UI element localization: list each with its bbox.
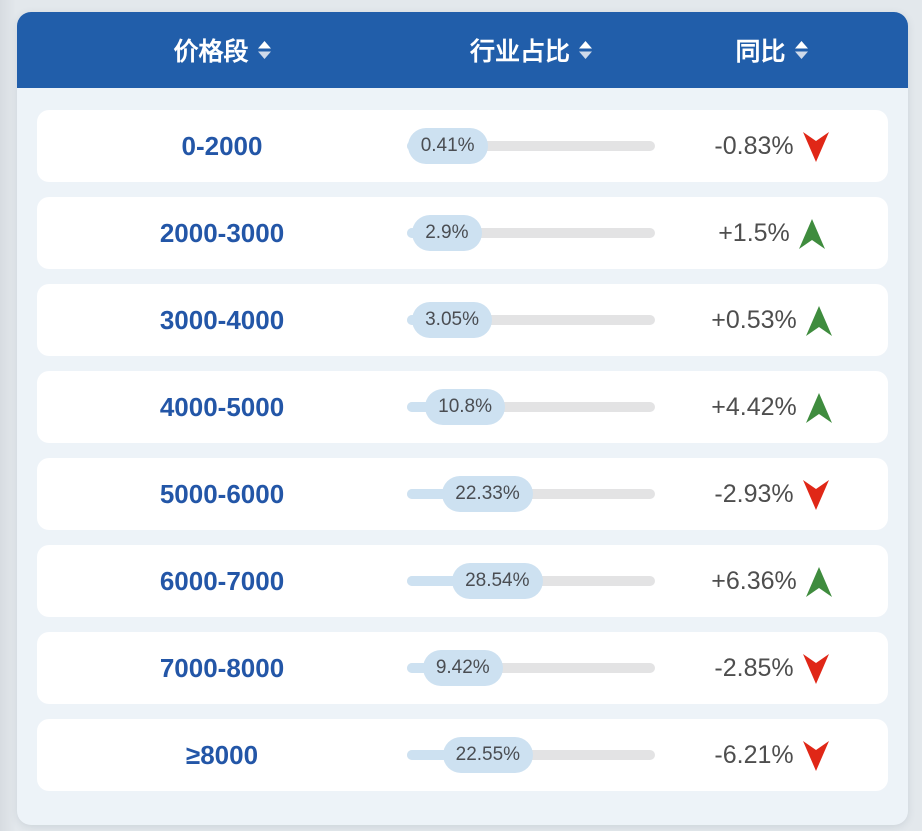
price-range-label: 2000-3000 <box>159 217 285 248</box>
price-range-label: 6000-7000 <box>159 565 285 596</box>
column-header-yoy-label: 同比 <box>735 38 786 66</box>
column-header-price-range[interactable]: 价格段 <box>37 32 407 68</box>
trend-up-icon <box>805 566 832 597</box>
column-header-yoy[interactable]: 同比 <box>655 32 888 68</box>
table-row: 7000-8000 9.42% -2.85% <box>37 632 888 704</box>
slider-track <box>407 228 655 238</box>
industry-share-cell: 9.42% <box>407 650 655 686</box>
industry-share-cell: 28.54% <box>407 563 655 599</box>
price-range-label: 7000-8000 <box>159 652 285 683</box>
industry-share-cell: 0.41% <box>407 128 655 164</box>
industry-share-slider[interactable]: 10.8% <box>407 389 655 425</box>
trend-down-icon <box>802 479 829 510</box>
slider-track <box>407 315 655 325</box>
table-row: 0-2000 0.41% -0.83% <box>37 110 888 182</box>
yoy-change-value: -2.85% <box>714 653 794 682</box>
trend-down-icon <box>802 131 829 162</box>
share-value-label: 10.8% <box>438 396 493 417</box>
industry-share-slider[interactable]: 28.54% <box>407 563 655 599</box>
yoy-change-cell: +1.5% <box>655 218 888 249</box>
price-range-label: 4000-5000 <box>159 391 285 422</box>
share-value-pill: 3.05% <box>412 302 492 338</box>
share-value-label: 3.05% <box>425 309 479 330</box>
table-body: 0-2000 0.41% -0.83% 2000-3000 <box>17 88 908 791</box>
share-value-pill: 22.55% <box>442 737 534 773</box>
sort-icon[interactable] <box>257 41 271 59</box>
share-value-pill: 9.42% <box>422 650 503 686</box>
yoy-change-cell: -2.85% <box>655 653 888 684</box>
yoy-change-value: +6.36% <box>711 566 797 595</box>
industry-share-slider[interactable]: 0.41% <box>407 128 655 164</box>
share-value-label: 28.54% <box>465 570 530 591</box>
table-row: 4000-5000 10.8% +4.42% <box>37 371 888 443</box>
price-range-label: 3000-4000 <box>159 304 285 335</box>
industry-share-slider[interactable]: 3.05% <box>407 302 655 338</box>
column-header-price-range-label: 价格段 <box>173 38 249 66</box>
industry-share-cell: 22.33% <box>407 476 655 512</box>
share-value-label: 22.55% <box>455 744 521 765</box>
yoy-change-value: +1.5% <box>718 218 790 247</box>
yoy-change-value: +4.42% <box>711 392 797 421</box>
industry-share-slider[interactable]: 9.42% <box>407 650 655 686</box>
price-range-label: 0-2000 <box>181 130 263 161</box>
slider-track <box>407 141 655 151</box>
industry-share-slider[interactable]: 2.9% <box>407 215 655 251</box>
industry-share-cell: 3.05% <box>407 302 655 338</box>
price-range-cell: 3000-4000 <box>37 305 407 336</box>
share-value-label: 0.41% <box>420 135 475 156</box>
price-range-cell: 0-2000 <box>37 131 407 162</box>
yoy-change-value: -0.83% <box>714 131 794 160</box>
sort-icon[interactable] <box>794 41 808 59</box>
yoy-change-value: -2.93% <box>714 479 794 508</box>
trend-up-icon <box>805 392 832 423</box>
share-value-pill: 2.9% <box>412 215 482 251</box>
share-value-pill: 10.8% <box>425 389 506 425</box>
column-header-industry-share[interactable]: 行业占比 <box>407 32 655 68</box>
yoy-change-cell: -6.21% <box>655 740 888 771</box>
price-segment-table-panel: 价格段 行业占比 同比 0-2000 <box>17 12 908 825</box>
trend-up-icon <box>805 305 832 336</box>
share-value-label: 22.33% <box>455 483 520 504</box>
yoy-change-cell: +4.42% <box>655 392 888 423</box>
share-value-pill: 22.33% <box>442 476 533 512</box>
industry-share-cell: 2.9% <box>407 215 655 251</box>
share-value-label: 9.42% <box>435 657 490 678</box>
yoy-change-cell: +0.53% <box>655 305 888 336</box>
price-range-cell: 7000-8000 <box>37 653 407 684</box>
slider-track <box>407 663 655 673</box>
table-row: ≥8000 22.55% -6.21% <box>37 719 888 791</box>
share-value-label: 2.9% <box>425 222 469 243</box>
industry-share-cell: 22.55% <box>407 737 655 773</box>
price-range-cell: 2000-3000 <box>37 218 407 249</box>
share-value-pill: 28.54% <box>452 563 543 599</box>
sort-icon[interactable] <box>579 41 592 59</box>
industry-share-slider[interactable]: 22.33% <box>407 476 655 512</box>
trend-down-icon <box>802 653 829 684</box>
trend-up-icon <box>798 218 825 249</box>
price-range-label: ≥8000 <box>185 739 259 770</box>
price-range-cell: 4000-5000 <box>37 392 407 423</box>
price-range-label: 5000-6000 <box>159 478 285 509</box>
yoy-change-value: +0.53% <box>711 305 797 334</box>
table-header: 价格段 行业占比 同比 <box>17 12 908 88</box>
yoy-change-value: -6.21% <box>714 740 794 769</box>
share-value-pill: 0.41% <box>407 128 488 164</box>
yoy-change-cell: -2.93% <box>655 479 888 510</box>
table-row: 2000-3000 2.9% +1.5% <box>37 197 888 269</box>
slider-fill <box>407 576 498 586</box>
slider-track <box>407 402 655 412</box>
yoy-change-cell: -0.83% <box>655 131 888 162</box>
price-range-cell: ≥8000 <box>37 740 407 771</box>
trend-down-icon <box>802 740 829 771</box>
industry-share-slider[interactable]: 22.55% <box>407 737 655 773</box>
table-row: 3000-4000 3.05% +0.53% <box>37 284 888 356</box>
column-header-industry-share-label: 行业占比 <box>469 38 570 66</box>
price-range-cell: 5000-6000 <box>37 479 407 510</box>
industry-share-cell: 10.8% <box>407 389 655 425</box>
table-row: 5000-6000 22.33% -2.93% <box>37 458 888 530</box>
table-row: 6000-7000 28.54% +6.36% <box>37 545 888 617</box>
price-range-cell: 6000-7000 <box>37 566 407 597</box>
yoy-change-cell: +6.36% <box>655 566 888 597</box>
